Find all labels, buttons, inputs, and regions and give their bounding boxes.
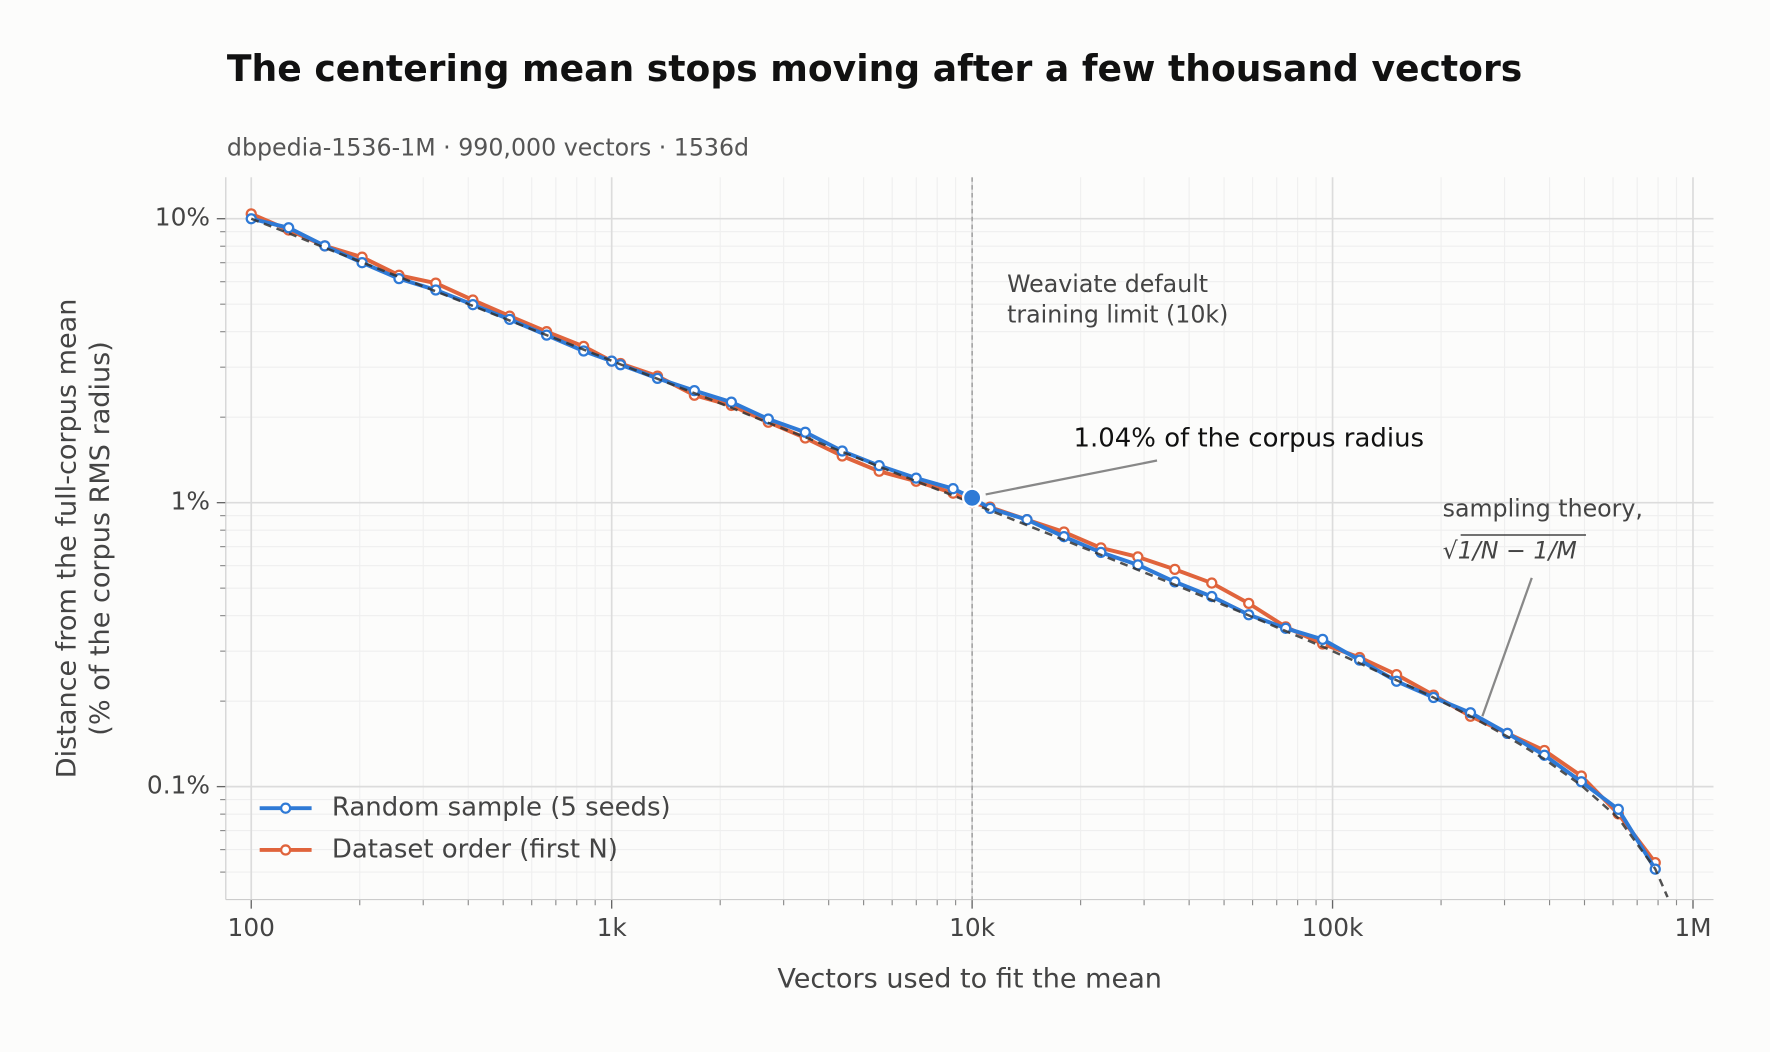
grid: 100 1k 10k 100k 1M 0.1% 1% 10% [147, 177, 1714, 942]
x-tick-label: 10k [949, 913, 996, 942]
series-marker [1317, 633, 1329, 646]
series-marker [1612, 803, 1624, 815]
annotation: sampling theory, [1443, 495, 1643, 523]
legend-marker [279, 844, 292, 856]
x-axis-label: Vectors used to fit the mean [777, 963, 1162, 994]
series-marker [283, 222, 295, 234]
reference-label: Weaviate default [1007, 270, 1208, 298]
y-axis-label: Distance from the full-corpus mean (% of… [51, 299, 116, 779]
series-marker [1243, 597, 1255, 609]
y-tick-label: 10% [155, 203, 210, 232]
series-marker [356, 257, 368, 269]
y-axis-label-line: (% of the corpus RMS radius) [85, 341, 116, 736]
plot-area [245, 177, 1669, 900]
y-tick-label: 1% [171, 487, 210, 516]
x-tick-label: 100k [1302, 913, 1364, 942]
series-marker [606, 355, 618, 367]
legend-label: Random sample (5 seeds) [332, 793, 671, 823]
series-marker [1206, 577, 1218, 589]
overlay: Weaviate default training limit (10k) 1.04… [259, 270, 1643, 864]
x-tick-label: 100 [228, 913, 275, 942]
legend-label: Dataset order (first N) [332, 834, 618, 864]
y-axis-label-line: Distance from the full-corpus mean [51, 299, 82, 779]
series-marker [1169, 563, 1181, 576]
series-marker [725, 396, 738, 408]
legend-marker [279, 802, 292, 814]
series-marker [910, 472, 922, 484]
series-marker [1353, 654, 1366, 666]
y-tick-label: 0.1% [147, 771, 210, 800]
annotation-arrow [1481, 577, 1533, 717]
highlight-point [961, 487, 983, 508]
chart-title: The centering mean stops moving after a … [227, 47, 1522, 90]
x-tick-label: 1k [597, 913, 628, 942]
x-tick-label: 1M [1674, 913, 1711, 942]
annotation: 1.04% of the corpus radius [1074, 424, 1425, 454]
series-marker [799, 426, 811, 438]
reference-label: training limit (10k) [1007, 301, 1228, 329]
chart-subtitle: dbpedia-1536-1M · 990,000 vectors · 1536… [227, 133, 749, 161]
annotation: √1/N − 1/M [1443, 536, 1577, 564]
annotation-arrow [985, 459, 1158, 496]
series-marker [245, 213, 257, 225]
series-marker [947, 483, 959, 495]
